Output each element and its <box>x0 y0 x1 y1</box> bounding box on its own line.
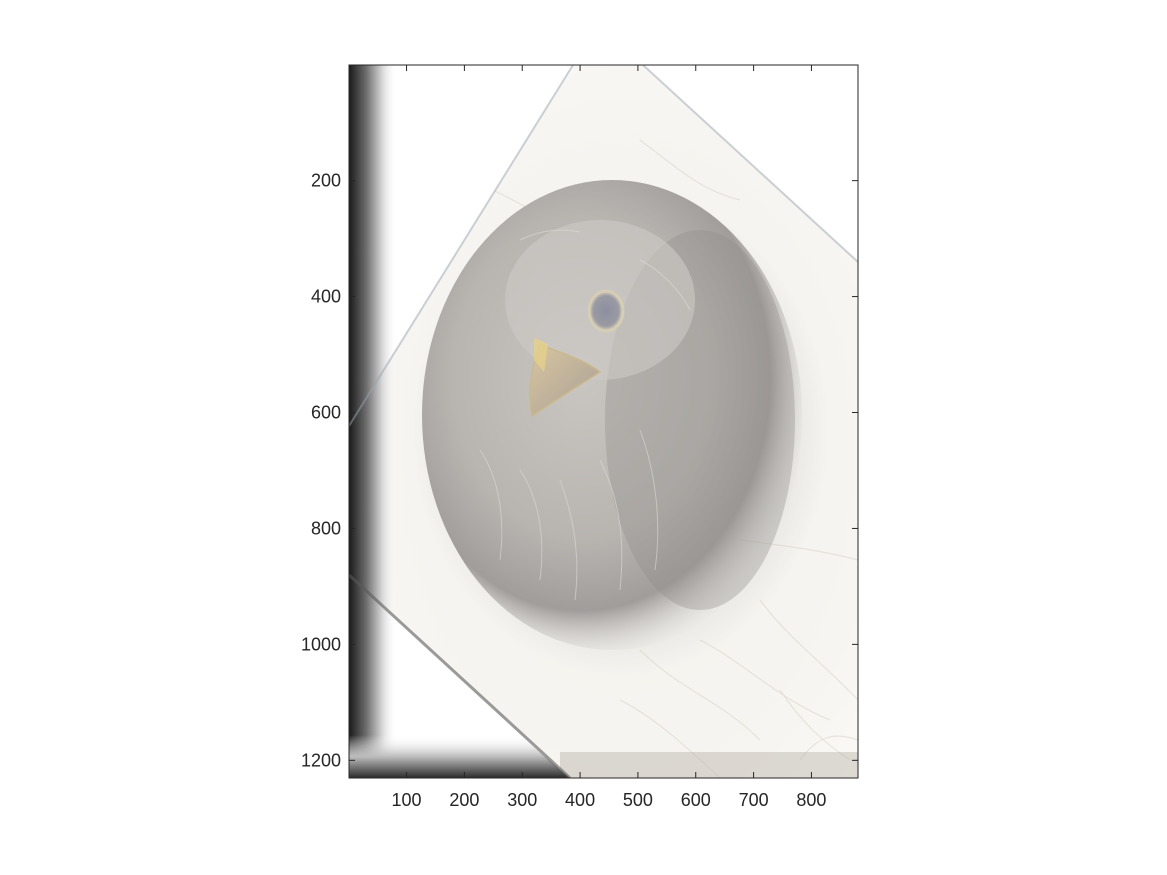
y-tick-label: 400 <box>311 287 341 307</box>
x-tick-label: 200 <box>449 790 479 810</box>
displayed-image <box>349 65 858 778</box>
x-axis-ticks: 100 200 300 400 500 600 700 800 <box>392 65 826 810</box>
bottom-vignette <box>349 735 570 778</box>
chick-beak <box>529 344 602 418</box>
left-vignette <box>349 65 397 778</box>
y-tick-label: 200 <box>311 171 341 191</box>
y-tick-label: 1200 <box>301 750 341 770</box>
x-tick-label: 500 <box>623 790 653 810</box>
chick-eye <box>587 289 625 333</box>
x-tick-label: 800 <box>796 790 826 810</box>
y-axis-ticks: 200 400 600 800 1000 1200 <box>301 171 858 770</box>
y-tick-label: 800 <box>311 518 341 538</box>
x-tick-label: 300 <box>507 790 537 810</box>
x-tick-label: 600 <box>681 790 711 810</box>
x-tick-label: 400 <box>565 790 595 810</box>
y-tick-label: 1000 <box>301 634 341 654</box>
y-tick-label: 600 <box>311 403 341 423</box>
x-tick-label: 700 <box>739 790 769 810</box>
axes-box <box>348 64 859 779</box>
x-tick-label: 100 <box>392 790 422 810</box>
